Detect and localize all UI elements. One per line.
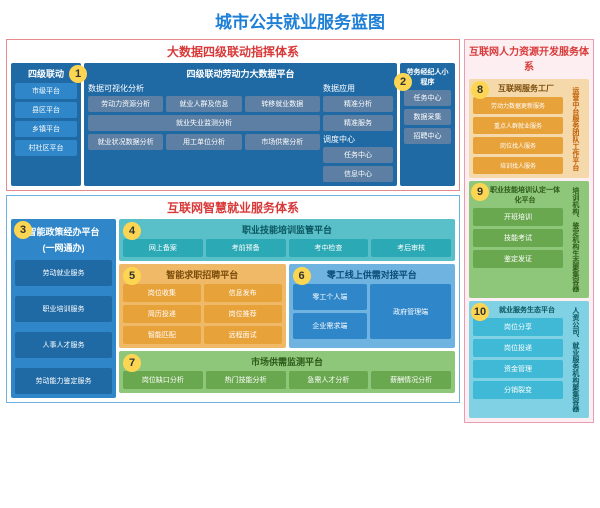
block-service-factory: 8 互联网服务工厂 劳动力数据更新服务 重点人群就业服务 岗位找人服务 培训找人… <box>469 79 589 178</box>
pill: 乡镇平台 <box>15 121 77 137</box>
panel-bigdata: 大数据四级联动指挥体系 1 四级联动 市级平台 县区平台 乡镇平台 村社区平台 <box>6 39 460 191</box>
block-4level: 1 四级联动 市级平台 县区平台 乡镇平台 村社区平台 <box>11 63 81 186</box>
block-gigwork: 6 零工线上供需对接平台 零工个人端 企业需求端 政府管理端 <box>289 264 456 348</box>
block-market-monitor: 7 市场供需监测平台 岗位缺口分析 热门技能分析 急需人才分析 薪酬情况分析 <box>119 351 455 393</box>
block-recruit: 5 智能求职招聘平台 岗位收集 信息发布 简历投递 岗位推荐 智能匹配 远程面试 <box>119 264 286 348</box>
block-skill-cert: 9 职业技能培训认定一体化平台 开班培训 技能考试 鉴定发证 培训机构、鉴定机构… <box>469 181 589 298</box>
block-miniapp: 2 劳务经纪人小程序 任务中心 数据采集 招聘中心 <box>400 63 455 186</box>
panel-smart-employment: 互联网智慧就业服务体系 3 智能政策经办平台 (一网通办) 劳动就业服务 职业培… <box>6 195 460 403</box>
panel-title: 大数据四级联动指挥体系 <box>11 43 455 60</box>
block-training-supervise: 4 职业技能培训监管平台 网上备案 考前预备 考中检查 考后审核 <box>119 219 455 261</box>
block-policy: 3 智能政策经办平台 (一网通办) 劳动就业服务 职业培训服务 人事人才服务 劳… <box>11 219 116 398</box>
block-eco-platform: 10 就业服务生态平台 岗位分享 岗位投递 资金管理 分销裂变 人资公司、就业服… <box>469 301 589 418</box>
pill: 县区平台 <box>15 102 77 118</box>
main-layout: 大数据四级联动指挥体系 1 四级联动 市级平台 县区平台 乡镇平台 村社区平台 <box>6 39 594 423</box>
block-bigdata-platform: 四级联动劳动力大数据平台 数据可视化分析 劳动力资源分析 就业人群及信息 转移就… <box>84 63 397 186</box>
badge: 1 <box>69 65 87 83</box>
panel-hr-develop: 互联网人力资源开发服务体系 8 互联网服务工厂 劳动力数据更新服务 重点人群就业… <box>464 39 594 423</box>
badge: 2 <box>394 73 412 91</box>
pill: 市级平台 <box>15 83 77 99</box>
blueprint-diagram: 城市公共就业服务蓝图 大数据四级联动指挥体系 1 四级联动 市级平台 县区平台 … <box>0 0 600 431</box>
main-title: 城市公共就业服务蓝图 <box>6 8 594 33</box>
pill: 村社区平台 <box>15 140 77 156</box>
